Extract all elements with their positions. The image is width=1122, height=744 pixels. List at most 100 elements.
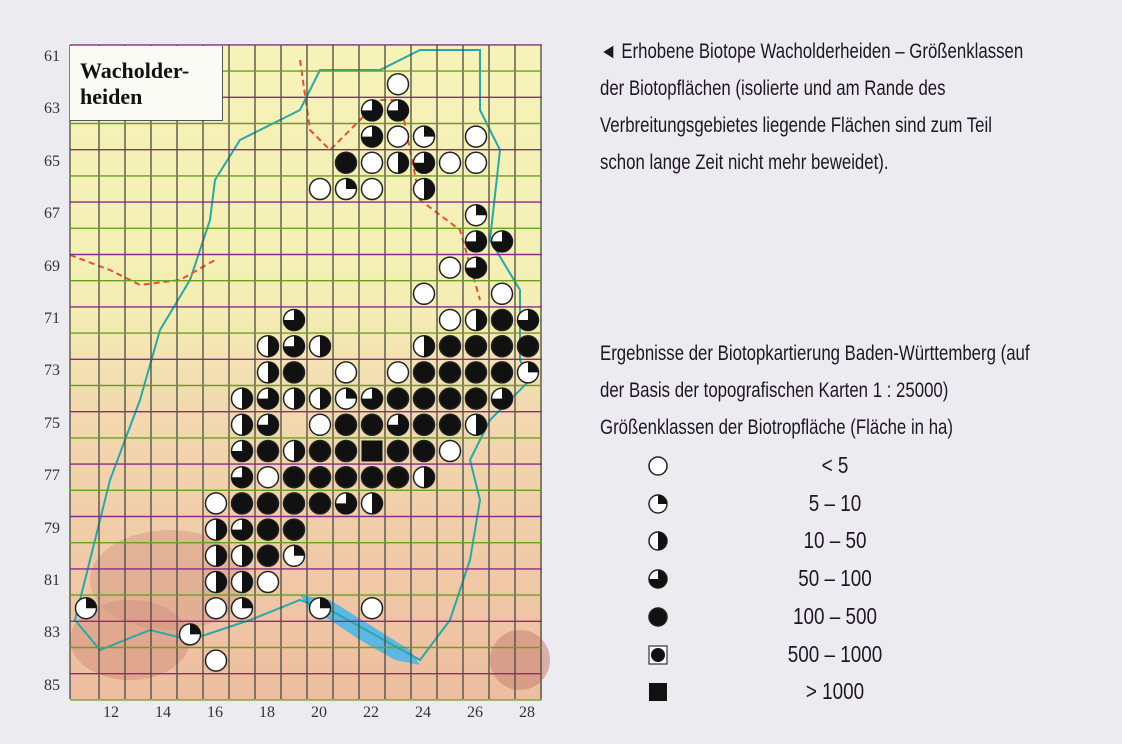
map-symbol [412,465,436,489]
map-symbol [464,125,488,148]
map-symbol [386,99,410,122]
map-symbol [282,518,306,541]
source-line-2: der Basis der topografischen Karten 1 : … [600,379,949,402]
map-symbol [464,387,488,410]
y-tick-label: 71 [44,310,60,327]
map-symbol [490,230,514,253]
x-tick-label: 20 [311,704,327,721]
map-symbol [360,177,384,201]
map-symbol [464,203,488,227]
map-symbol [230,518,254,541]
square-full-icon [649,683,667,702]
map-symbol [256,492,280,515]
square-circle-icon [648,644,668,665]
map-symbol [230,439,254,463]
circle-open-icon [648,456,668,476]
map-symbol [334,361,358,384]
legend-label: 50 – 100 [798,565,872,592]
state-border [73,49,532,662]
map-title-line1: Wacholder- [80,58,190,83]
map-symbol [230,570,254,594]
map-symbol [438,361,462,384]
y-tick-label: 75 [44,414,60,432]
map-symbol [386,125,410,148]
map-symbol [230,465,254,489]
legend-label: 5 – 10 [808,489,862,516]
map-symbol [412,361,436,384]
map-symbol [360,387,384,410]
map-symbol [360,596,384,620]
map-symbol [256,387,280,410]
y-tick-label: 73 [44,362,60,380]
map-symbol [490,282,514,306]
x-tick-label: 24 [415,704,431,721]
map-symbol [308,177,332,201]
y-tick-label: 85 [44,676,60,694]
map-symbol [412,387,436,410]
admin-border [299,59,481,301]
map-symbol [334,413,358,437]
map-symbol [282,334,306,358]
legend-label: 100 – 500 [793,602,877,629]
map-symbol [412,177,436,201]
legend-symbol [648,569,668,589]
arrow-left-icon: ◄ [600,40,617,63]
map-symbol [308,596,332,620]
map-symbol [386,439,410,463]
map-symbol [360,413,384,437]
map-symbol [438,256,462,279]
caption-line-1: ◄ Erhobene Biotope Wacholderheiden – Grö… [600,40,1024,63]
country-border [69,254,216,287]
circle-full-icon [648,607,668,627]
map-symbol [438,413,462,437]
y-tick-label: 63 [44,100,60,118]
map-symbol [204,596,228,620]
legend-symbol [648,456,668,476]
map-symbol [334,465,358,489]
map-symbol [308,439,332,463]
map-symbol [464,230,488,253]
map-symbol [412,439,436,463]
map-symbol [334,439,358,463]
map-symbol [360,125,384,148]
circle-quarter-icon [648,493,668,514]
distribution-map [69,44,550,701]
map-symbol [438,387,462,410]
map-symbol [438,308,462,332]
legend-label: < 5 [821,452,849,478]
map-symbol [230,492,254,515]
x-tick-label: 16 [207,704,223,721]
legend-symbol [648,607,668,627]
y-tick-label: 61 [44,48,60,65]
map-symbol [386,361,410,384]
map-symbol [204,518,228,541]
map-symbol [386,151,410,175]
map-symbol [412,151,436,175]
source-line-1: Ergebnisse der Biotopkartierung Baden-Wü… [600,342,1030,365]
map-symbol [490,308,514,332]
map-symbol [464,256,488,279]
map-symbol [412,334,436,358]
y-tick-label: 65 [44,152,60,170]
relief-south [70,600,190,680]
map-symbol [412,125,436,148]
y-tick-label: 83 [44,624,60,642]
map-symbol [256,413,280,437]
x-tick-label: 18 [259,704,275,721]
map-title-box: Wacholder- heiden [70,46,223,121]
map-symbol [256,465,280,489]
map-symbol [412,282,436,306]
map-symbol [464,413,488,437]
map-symbol [256,439,280,463]
map-symbol [282,387,306,410]
y-tick-label: 67 [44,205,60,223]
map-symbol [490,334,514,358]
map-symbol [438,439,462,463]
relief-alps [490,630,550,690]
x-tick-label: 28 [519,704,535,721]
map-symbols [74,72,540,672]
map-symbol [361,440,383,462]
map-symbol [230,596,254,620]
map-symbol [334,151,358,175]
map-symbol [230,387,254,410]
